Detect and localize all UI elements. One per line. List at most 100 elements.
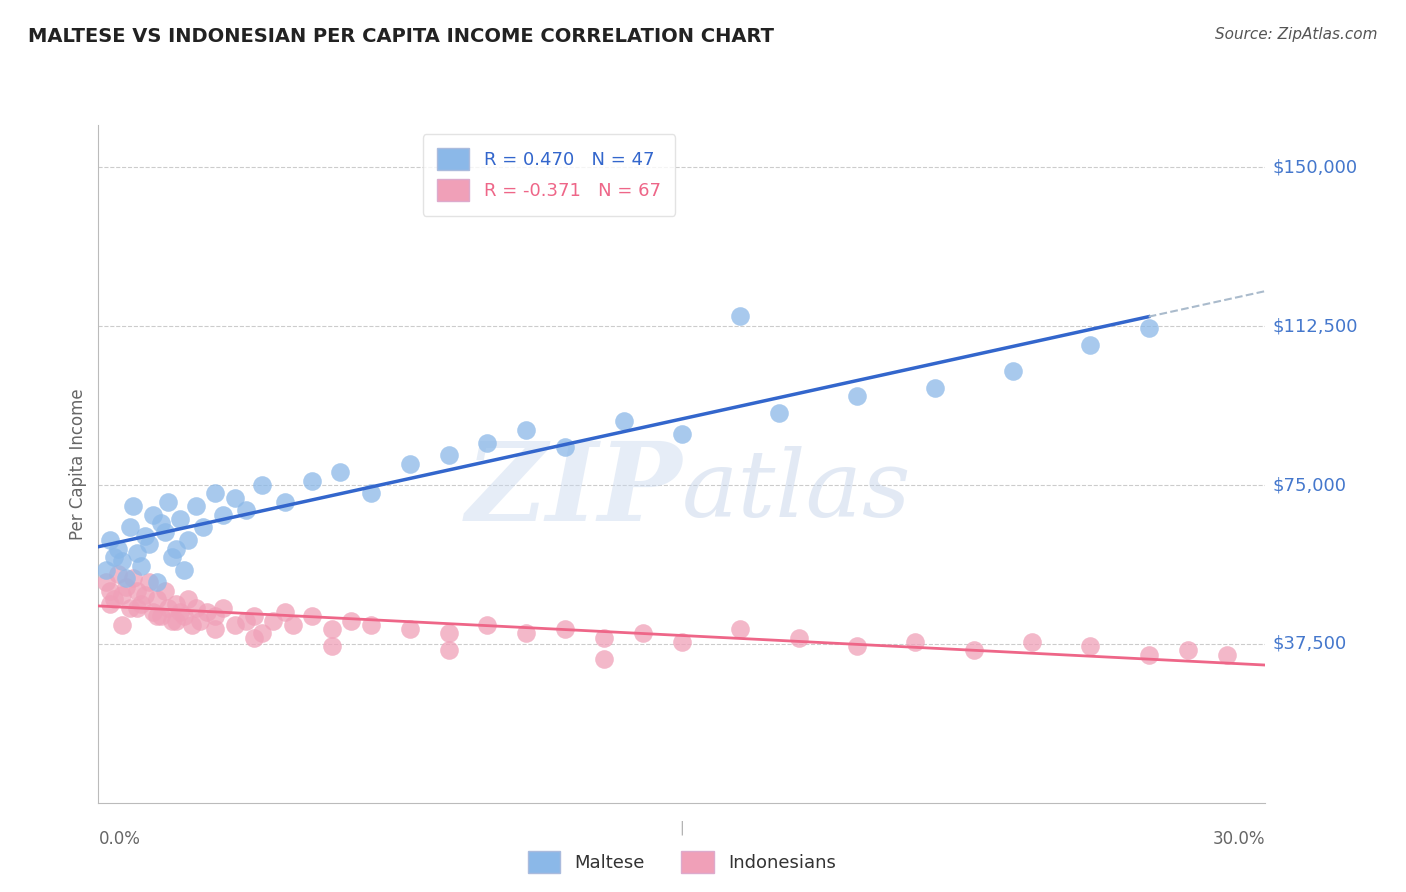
Point [98, 583, 121, 598]
Point [360, 617, 382, 632]
Point [730, 622, 752, 636]
Point [301, 474, 323, 488]
Point [134, 529, 156, 543]
Text: $37,500: $37,500 [1272, 635, 1347, 653]
Point [1137, 321, 1160, 335]
Point [138, 537, 160, 551]
Point [360, 486, 382, 500]
Point [235, 503, 257, 517]
Point [1137, 648, 1160, 662]
Point [149, 516, 172, 530]
Point [122, 500, 145, 514]
Point [184, 601, 207, 615]
Point [250, 478, 273, 492]
Point [224, 617, 246, 632]
Point [165, 541, 187, 556]
Point [515, 423, 537, 437]
Point [142, 508, 165, 522]
Point [1177, 643, 1199, 657]
Point [224, 491, 246, 505]
Point [235, 614, 257, 628]
Text: ZIP: ZIP [465, 437, 682, 545]
Point [437, 448, 460, 462]
Point [477, 435, 499, 450]
Point [114, 571, 136, 585]
Point [169, 605, 191, 619]
Point [146, 592, 169, 607]
Point [962, 643, 984, 657]
Point [162, 614, 184, 628]
Point [193, 520, 215, 534]
Point [1080, 639, 1102, 653]
Text: $150,000: $150,000 [1272, 158, 1358, 177]
Point [180, 617, 202, 632]
Point [177, 592, 200, 607]
Point [127, 583, 149, 598]
Point [321, 622, 343, 636]
Point [398, 622, 420, 636]
Point [146, 609, 169, 624]
Point [787, 631, 810, 645]
Point [153, 524, 176, 539]
Point [165, 614, 187, 628]
Point [1080, 338, 1102, 352]
Text: 30.0%: 30.0% [1213, 830, 1265, 847]
Point [671, 427, 693, 442]
Point [845, 389, 868, 403]
Point [127, 546, 149, 560]
Point [103, 592, 125, 607]
Point [107, 567, 129, 582]
Point [262, 614, 284, 628]
Point [593, 651, 616, 665]
Point [98, 533, 121, 547]
Point [212, 508, 235, 522]
Point [477, 617, 499, 632]
Point [173, 609, 195, 624]
Point [146, 575, 169, 590]
Point [118, 520, 141, 534]
Point [127, 601, 149, 615]
Point [1021, 635, 1043, 649]
Point [274, 495, 297, 509]
Point [111, 554, 134, 568]
Point [329, 466, 352, 480]
Point [321, 639, 343, 653]
Point [924, 380, 946, 394]
Y-axis label: Per Capita Income: Per Capita Income [69, 388, 87, 540]
Point [212, 601, 235, 615]
Point [281, 617, 304, 632]
Point [515, 626, 537, 640]
Point [554, 440, 576, 454]
Text: 0.0%: 0.0% [98, 830, 141, 847]
Point [142, 605, 165, 619]
Point [437, 643, 460, 657]
Point [96, 563, 118, 577]
Point [111, 617, 134, 632]
Point [904, 635, 927, 649]
Point [845, 639, 868, 653]
Text: $112,500: $112,500 [1272, 318, 1358, 335]
Point [1215, 648, 1237, 662]
Point [204, 609, 226, 624]
Point [162, 549, 184, 565]
Point [768, 406, 790, 420]
Point [184, 500, 207, 514]
Point [96, 575, 118, 590]
Point [107, 541, 129, 556]
Point [129, 597, 152, 611]
Point [274, 605, 297, 619]
Point [204, 622, 226, 636]
Point [98, 597, 121, 611]
Point [340, 614, 363, 628]
Point [138, 575, 160, 590]
Point [593, 631, 616, 645]
Text: MALTESE VS INDONESIAN PER CAPITA INCOME CORRELATION CHART: MALTESE VS INDONESIAN PER CAPITA INCOME … [28, 27, 775, 45]
Point [204, 486, 226, 500]
Point [250, 626, 273, 640]
Text: |: | [679, 821, 685, 835]
Point [165, 597, 187, 611]
Point [243, 631, 266, 645]
Point [398, 457, 420, 471]
Point [122, 571, 145, 585]
Point [554, 622, 576, 636]
